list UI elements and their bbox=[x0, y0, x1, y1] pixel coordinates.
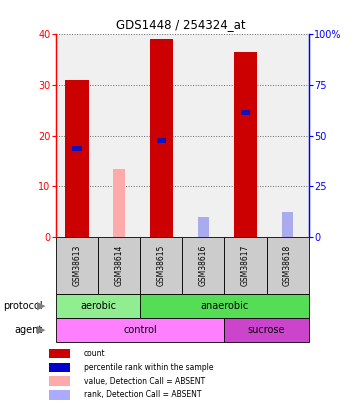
Bar bbox=[98, 237, 140, 294]
Text: agent: agent bbox=[14, 325, 43, 335]
Text: GSM38613: GSM38613 bbox=[73, 245, 82, 286]
Text: ▶: ▶ bbox=[37, 301, 46, 311]
Bar bbox=[241, 111, 250, 115]
Text: GDS1448 / 254324_at: GDS1448 / 254324_at bbox=[116, 18, 245, 31]
Text: GSM38618: GSM38618 bbox=[283, 245, 292, 286]
Bar bbox=[140, 237, 182, 294]
Text: protocol: protocol bbox=[4, 301, 43, 311]
Bar bbox=[49, 349, 70, 358]
Text: sucrose: sucrose bbox=[248, 325, 285, 335]
Text: aerobic: aerobic bbox=[80, 301, 116, 311]
Bar bbox=[56, 294, 140, 318]
Bar bbox=[266, 237, 309, 294]
Bar bbox=[182, 237, 225, 294]
Text: count: count bbox=[84, 349, 106, 358]
Bar bbox=[198, 217, 209, 237]
Bar bbox=[65, 80, 88, 237]
Bar bbox=[225, 237, 266, 294]
Bar bbox=[49, 362, 70, 372]
Text: anaerobic: anaerobic bbox=[200, 301, 248, 311]
Bar bbox=[140, 294, 309, 318]
Text: value, Detection Call = ABSENT: value, Detection Call = ABSENT bbox=[84, 377, 205, 386]
Text: ▶: ▶ bbox=[37, 325, 46, 335]
Bar bbox=[49, 390, 70, 400]
Bar bbox=[197, 231, 209, 237]
Text: GSM38614: GSM38614 bbox=[115, 245, 123, 286]
Text: GSM38616: GSM38616 bbox=[199, 245, 208, 286]
Bar bbox=[157, 138, 166, 143]
Bar bbox=[56, 237, 98, 294]
Bar bbox=[150, 40, 173, 237]
Bar bbox=[225, 318, 309, 342]
Bar bbox=[49, 376, 70, 386]
Bar bbox=[72, 146, 82, 151]
Bar bbox=[234, 52, 257, 237]
Bar bbox=[282, 219, 293, 237]
Bar bbox=[113, 168, 125, 237]
Bar bbox=[56, 318, 225, 342]
Text: control: control bbox=[123, 325, 157, 335]
Text: percentile rank within the sample: percentile rank within the sample bbox=[84, 363, 214, 372]
Text: rank, Detection Call = ABSENT: rank, Detection Call = ABSENT bbox=[84, 390, 201, 399]
Text: GSM38615: GSM38615 bbox=[157, 245, 166, 286]
Bar bbox=[282, 211, 293, 237]
Text: GSM38617: GSM38617 bbox=[241, 245, 250, 286]
